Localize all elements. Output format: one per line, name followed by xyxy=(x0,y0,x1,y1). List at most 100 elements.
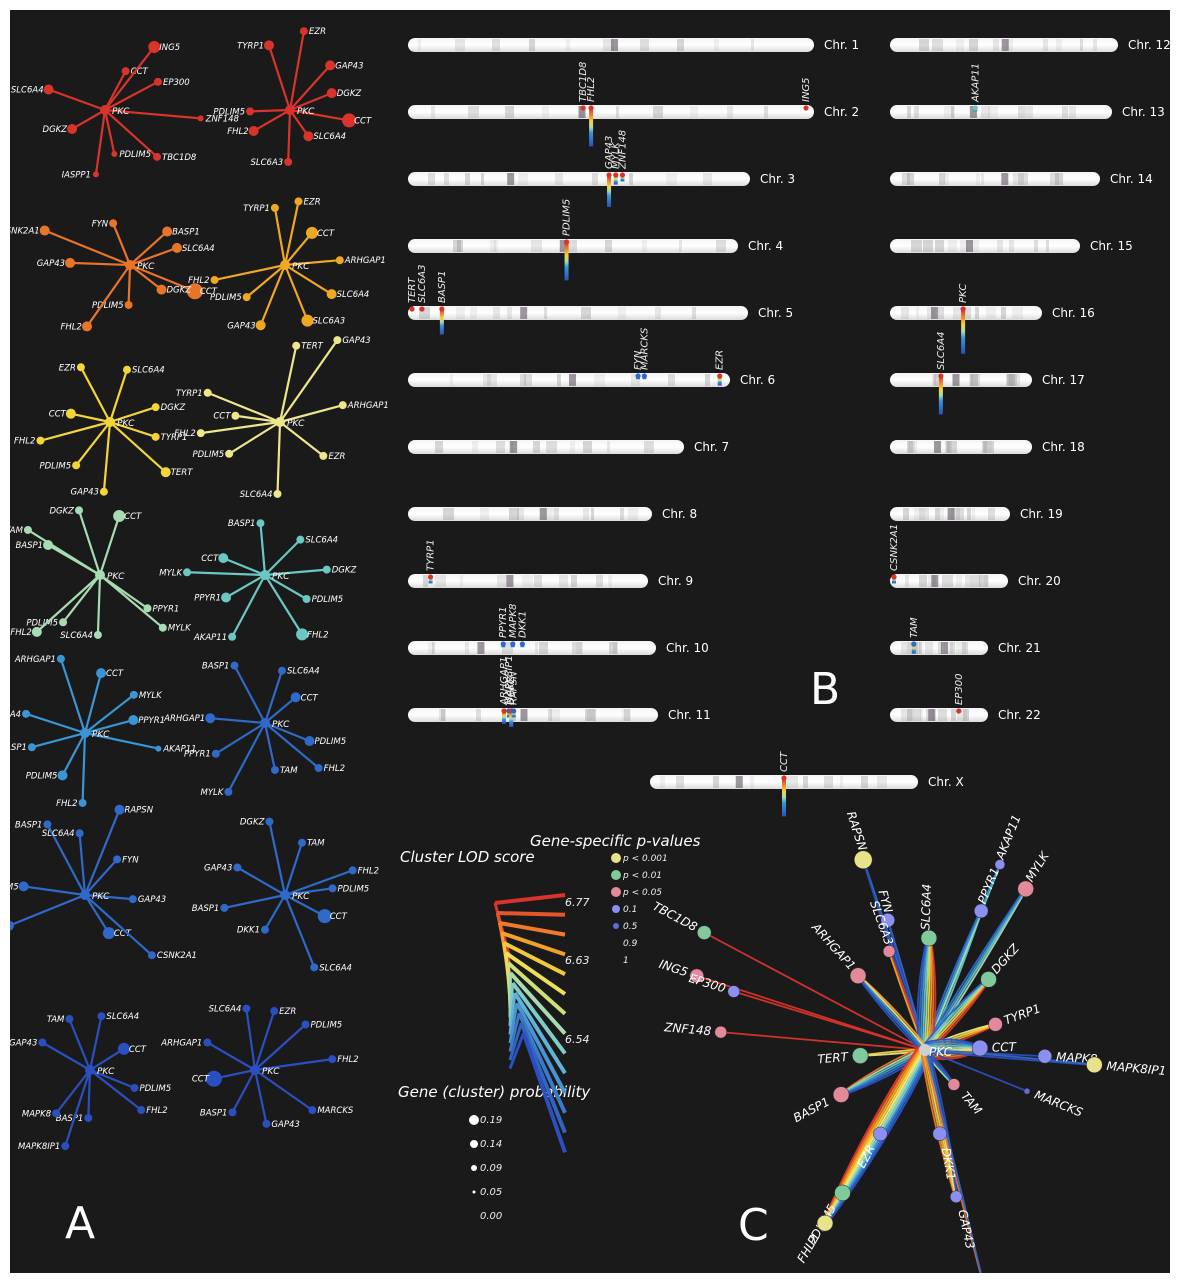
hub-node xyxy=(280,890,290,900)
gene-label-fhl2: FHL2 xyxy=(586,77,597,102)
chromosome-bar xyxy=(408,440,684,454)
chromosome-label: Chr. 4 xyxy=(748,239,783,253)
gene-node xyxy=(153,77,162,86)
gene-label-marcks: MARCKS xyxy=(639,327,650,370)
gene-label-pdlim5: PDLIM5 xyxy=(92,301,124,311)
p-value-swatch xyxy=(611,853,621,863)
gene-marker xyxy=(635,373,641,379)
chromosome-chr-18: Chr. 18 xyxy=(890,440,1085,454)
chromosome-band xyxy=(960,240,968,252)
chromosome-chr-19: Chr. 19 xyxy=(890,507,1063,521)
gene-label-tam: TAM xyxy=(909,617,920,638)
gene-hit-stack xyxy=(589,108,594,147)
gene-node xyxy=(96,668,107,679)
chromosome-bar xyxy=(408,306,748,320)
chromosome-band xyxy=(423,575,428,587)
chromosome-band xyxy=(908,441,917,453)
gene-node xyxy=(156,284,167,295)
chromosome-band xyxy=(925,642,933,654)
gene-label-mylk: MYLK xyxy=(159,568,183,578)
chromosome-band xyxy=(465,173,470,185)
gene-node xyxy=(242,293,251,302)
chromosome-band xyxy=(419,307,430,319)
gene-node xyxy=(270,1007,279,1016)
centromere xyxy=(931,575,939,587)
gene-label-fhl2: FHL2 xyxy=(227,127,248,137)
gene-node xyxy=(160,467,171,478)
gene-marker xyxy=(409,306,415,312)
gene-node xyxy=(233,863,242,872)
gene-hit-stack xyxy=(511,711,516,718)
chromosome-band xyxy=(443,508,454,520)
gene-label-basp1: BASP1 xyxy=(437,271,448,303)
chromosome-band xyxy=(950,642,955,654)
p-value-label: p < 0.001 xyxy=(622,854,668,864)
lod-band-left xyxy=(508,1002,519,1044)
gene-label-mylk: MYLK xyxy=(611,141,622,169)
chromosome-band xyxy=(902,173,910,185)
panel-a-networks: SLC6A4CCTING5EP300ZNF148TBC1D8PDLIM5DGKZ… xyxy=(10,27,389,1152)
gene-node xyxy=(221,592,232,603)
chromosome-band xyxy=(494,240,498,252)
network-edge xyxy=(284,894,326,918)
consensus-gene-node xyxy=(832,1086,850,1103)
chromosome-band xyxy=(923,240,933,252)
consensus-edge xyxy=(857,975,925,1052)
network-edge xyxy=(279,421,325,457)
gene-node xyxy=(130,1083,139,1092)
chromosome-band xyxy=(603,39,614,51)
chromosome-band xyxy=(1018,173,1028,185)
network-edge xyxy=(87,1069,92,1119)
lod-band xyxy=(494,893,566,905)
hub-node xyxy=(250,1065,260,1075)
gene-node xyxy=(319,451,328,460)
chromosome-band xyxy=(456,307,465,319)
chromosome-label: Chr. 18 xyxy=(1042,440,1085,454)
gene-label-mylk: MYLK xyxy=(139,691,163,701)
chromosome-band xyxy=(607,441,610,453)
chromosome-band xyxy=(840,776,843,788)
gene-node xyxy=(43,540,54,550)
chromosome-bar xyxy=(408,708,658,722)
gene-node xyxy=(326,289,337,300)
chromosome-band xyxy=(984,575,989,587)
gene-node xyxy=(18,881,29,892)
gene-label-akap11: AKAP11 xyxy=(162,745,196,755)
chromosome-band xyxy=(550,709,560,721)
network-edge xyxy=(68,1018,92,1071)
probability-label: 0.09 xyxy=(480,1163,502,1174)
gene-marker xyxy=(439,306,445,312)
chromosome-bar xyxy=(890,708,988,722)
chromosome-band xyxy=(997,240,1003,252)
network-edge xyxy=(245,264,286,298)
chromosome-bar xyxy=(408,507,652,521)
consensus-label-fyn: FYN xyxy=(875,888,895,914)
chromosome-band xyxy=(932,39,943,51)
network-edge xyxy=(99,574,164,629)
chromosome-band xyxy=(901,642,907,654)
gene-label-ezr: EZR xyxy=(715,350,726,370)
chromosome-band xyxy=(559,575,568,587)
consensus-gene-node xyxy=(851,1047,869,1064)
gene-label-arhgap1: ARHGAP1 xyxy=(14,655,56,665)
chromosome-band xyxy=(470,307,477,319)
network-edge xyxy=(103,109,116,155)
network-7: TAM DGKZ CCT BASP1 PPYR1 MYLK SLC6A4PDLIM5FHL2… xyxy=(10,506,192,641)
chromosome-band xyxy=(1012,307,1023,319)
hub-node xyxy=(125,260,135,270)
gene-node xyxy=(102,927,115,940)
network-edge xyxy=(77,509,102,576)
chromosome-band xyxy=(1013,173,1024,185)
gene-label-cct: CCT xyxy=(201,554,219,564)
chromosome-band xyxy=(963,709,969,721)
chromosome-label: Chr. 7 xyxy=(694,440,729,454)
chromosome-band xyxy=(916,307,919,319)
network-edge xyxy=(62,574,101,623)
network-edge xyxy=(102,421,112,492)
gene-label-cct: CCT xyxy=(124,512,142,522)
gene-label-pkc: PKC xyxy=(958,284,969,303)
lod-band xyxy=(504,951,567,996)
network-edge xyxy=(214,263,286,282)
consensus-gene-node xyxy=(727,985,740,998)
